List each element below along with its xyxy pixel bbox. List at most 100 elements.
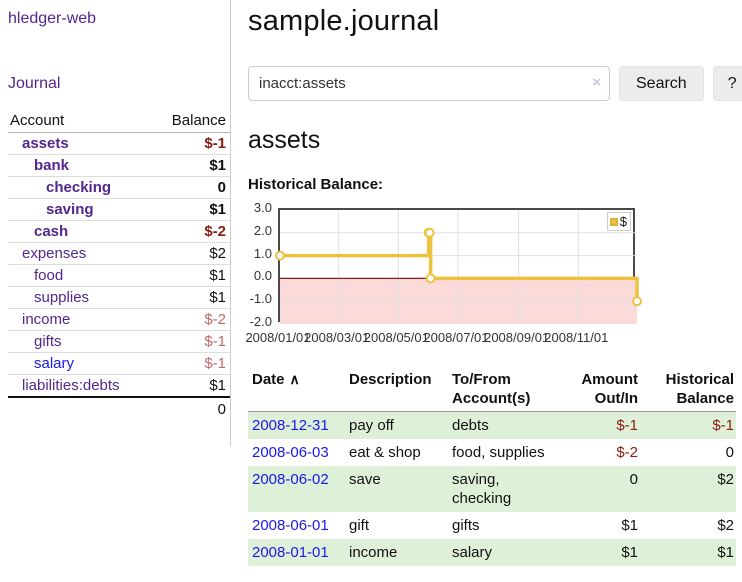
- account-link[interactable]: assets: [22, 135, 69, 152]
- transaction-row: 2008-06-03 eat & shop food, supplies $-2…: [248, 439, 736, 466]
- account-balance: $-1: [153, 132, 230, 155]
- account-balance: 0: [153, 176, 230, 199]
- sidebar-nav: Journal: [8, 75, 230, 93]
- data-point-marker: [425, 273, 436, 284]
- account-name-cell: supplies: [8, 286, 154, 309]
- transaction-description: eat & shop: [349, 444, 421, 461]
- transaction-amount: $-1: [616, 417, 638, 434]
- section-title: assets: [248, 126, 321, 154]
- account-name-cell: salary: [8, 352, 154, 375]
- legend-swatch-icon: [609, 217, 618, 226]
- sidebar: hledger-web Journal Account Balance asse…: [0, 0, 231, 446]
- page-title: sample.journal: [248, 5, 440, 37]
- account-link[interactable]: salary: [34, 355, 75, 372]
- register-header-date[interactable]: Date ∧: [248, 368, 345, 412]
- search-box: ×: [248, 66, 610, 101]
- y-tick-label: 0.0: [253, 268, 272, 284]
- transaction-accounts: gifts: [452, 517, 480, 534]
- transaction-amount: $-2: [616, 444, 638, 461]
- data-point-marker: [424, 227, 435, 238]
- accounts-table: Account Balance assets $-1 bank $1 check…: [8, 109, 230, 421]
- y-tick-label: -2.0: [249, 314, 272, 329]
- accounts-total-spacer: [8, 396, 154, 421]
- transaction-balance: $-1: [712, 417, 734, 434]
- transaction-amount: 0: [629, 471, 638, 488]
- search-input[interactable]: [248, 66, 610, 101]
- sidebar-item-journal[interactable]: Journal: [8, 75, 61, 92]
- account-balance: $2: [153, 242, 230, 265]
- transaction-description: gift: [349, 517, 370, 534]
- register-header-date-label: Date: [252, 371, 285, 388]
- search-button[interactable]: Search: [619, 66, 704, 101]
- transaction-date-link[interactable]: 2008-06-02: [252, 471, 329, 488]
- account-link[interactable]: supplies: [34, 289, 90, 306]
- transaction-date-cell: 2008-12-31: [248, 412, 345, 440]
- account-balance: $1: [209, 377, 226, 394]
- account-name-cell: gifts: [8, 330, 154, 353]
- transaction-balance: $2: [717, 471, 734, 488]
- transaction-date-link[interactable]: 2008-01-01: [252, 544, 329, 561]
- x-tick-label: 2008/01/01: [245, 330, 311, 345]
- transaction-date-cell: 2008-06-03: [248, 439, 345, 466]
- transaction-date-link[interactable]: 2008-06-01: [252, 517, 329, 534]
- transaction-balance: 0: [725, 444, 734, 461]
- y-tick-label: 1.0: [253, 245, 272, 261]
- account-link[interactable]: checking: [46, 179, 112, 196]
- account-balance: $1: [153, 154, 230, 177]
- account-name-cell: income: [8, 308, 154, 331]
- account-name-cell: assets: [8, 132, 154, 155]
- x-tick-label: 2008/07/01: [423, 330, 489, 345]
- account-link[interactable]: gifts: [34, 333, 62, 350]
- transaction-row: 2008-06-01 gift gifts $1 $2: [248, 512, 736, 539]
- x-tick-label: 2008/09/01: [484, 330, 550, 345]
- account-balance: $1: [153, 286, 230, 309]
- transaction-accounts: debts: [452, 417, 489, 434]
- help-button[interactable]: ?: [712, 66, 742, 101]
- register-header-account: To/From Account(s): [448, 368, 560, 412]
- account-link[interactable]: expenses: [22, 245, 87, 262]
- data-point-marker: [275, 250, 285, 261]
- transaction-amount: $1: [621, 544, 638, 561]
- account-row: bank $1: [8, 154, 230, 177]
- account-balance: $-2: [153, 220, 230, 243]
- register-header-amount: Amount Out/In: [560, 368, 640, 412]
- main-content: sample.journal × Search ? assets Histori…: [231, 0, 742, 566]
- app-title-link[interactable]: hledger-web: [8, 10, 97, 27]
- transaction-date-link[interactable]: 2008-12-31: [252, 417, 329, 434]
- account-balance: $-2: [153, 308, 230, 331]
- transaction-description: pay off: [349, 417, 394, 434]
- historical-balance-chart[interactable]: $ 3.0 2.0 1.0 0.0 -1.0 -2.0 2008/01/01 2008/03/…: [245, 200, 668, 346]
- account-link[interactable]: cash: [34, 223, 69, 240]
- transaction-balance: $2: [717, 517, 734, 534]
- account-balance: $1: [153, 198, 230, 221]
- account-name-cell: checking: [8, 176, 154, 199]
- account-link[interactable]: income: [22, 311, 71, 328]
- account-row: salary $-1: [8, 352, 230, 375]
- chart-canvas: [275, 210, 642, 324]
- account-row: food $1: [8, 264, 230, 287]
- register-header-balance: Historical Balance: [640, 368, 736, 412]
- account-link[interactable]: saving: [46, 201, 94, 218]
- transaction-row: 2008-06-02 save saving, checking 0 $2: [248, 466, 736, 512]
- transaction-date-link[interactable]: 2008-06-03: [252, 444, 329, 461]
- account-link[interactable]: bank: [34, 157, 70, 174]
- account-balance: $1: [153, 264, 230, 287]
- transaction-amount: $1: [621, 517, 638, 534]
- data-point-marker: [632, 296, 642, 307]
- account-link[interactable]: liabilities:debts: [22, 377, 120, 394]
- accounts-total-row: 0: [8, 396, 230, 421]
- transaction-accounts: salary: [452, 544, 493, 561]
- transaction-date-cell: 2008-06-01: [248, 512, 345, 539]
- account-link[interactable]: food: [34, 267, 64, 284]
- x-tick-label: 2008/05/01: [363, 330, 429, 345]
- x-tick-label: 2008/03/01: [304, 330, 370, 345]
- account-name-cell: food: [8, 264, 154, 287]
- account-name-cell: saving: [8, 198, 154, 221]
- transaction-accounts: food, supplies: [452, 444, 545, 461]
- chart-plot-area[interactable]: $: [275, 208, 642, 324]
- transaction-description: income: [349, 544, 398, 561]
- y-tick-label: 2.0: [253, 222, 272, 238]
- transaction-row: 2008-01-01 income salary $1 $1: [248, 539, 736, 566]
- account-name-cell: liabilities:debts: [8, 375, 153, 398]
- clear-search-icon[interactable]: ×: [592, 74, 601, 91]
